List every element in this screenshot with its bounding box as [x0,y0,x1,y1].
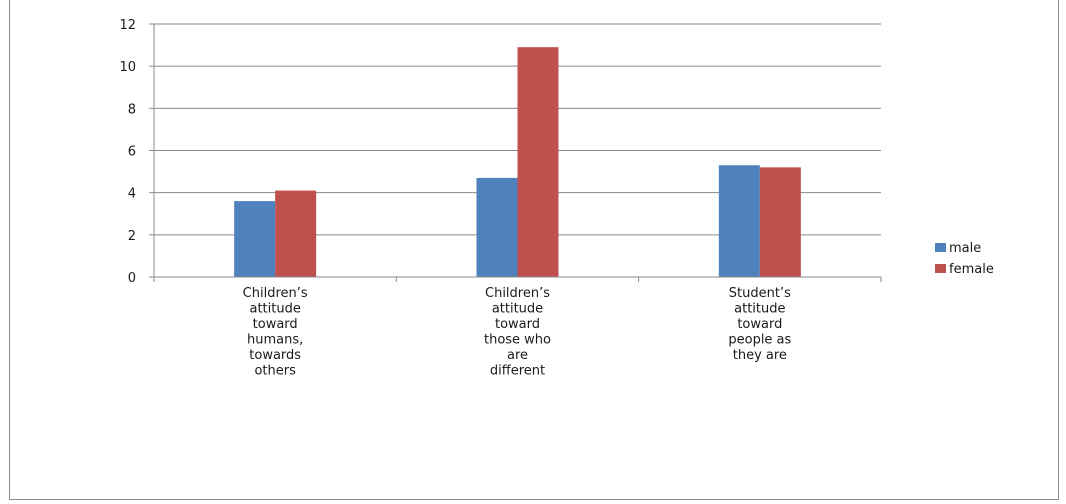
chart-frame: 0 2 4 6 8 10 12 Children’s attitude toward humans,… [9,0,1059,500]
axes: 024681012Children’sattitudetowardhumans,… [119,18,882,379]
x-category-label: humans, [247,333,303,348]
bar-male [718,165,760,277]
y-tick-label: 10 [119,60,136,75]
y-tick-label: 0 [128,271,136,286]
bar-chart: 024681012Children’sattitudetowardhumans,… [119,18,994,379]
x-category-label: towards [249,348,301,363]
y-tick-label: 2 [128,229,136,244]
legend-label-male: male [949,241,981,256]
y-tick-label: 6 [128,145,136,160]
y-tick-label: 8 [128,102,136,117]
x-category-label: attitude [249,302,300,317]
x-category-label: others [254,364,296,379]
bar-female [275,190,317,277]
x-category-label: attitude [734,302,785,317]
bar-female [759,167,801,277]
legend-swatch-female [935,264,946,273]
legend: male female [935,241,994,277]
x-category-label: Children’s [485,286,550,301]
x-category-label: different [490,364,545,379]
bar-female [517,47,559,277]
y-tick-label: 12 [119,18,136,33]
x-category-label: are [507,348,528,363]
x-category-label: toward [253,317,298,332]
x-category-label: people as [728,333,791,348]
bar-male [476,177,518,277]
x-category-label: Student’s [729,286,791,301]
x-category-label: Children’s [243,286,308,301]
bar-male [234,201,276,277]
x-category-label: toward [495,317,540,332]
legend-swatch-male [935,243,946,252]
y-tick-label: 4 [128,187,136,202]
x-category-label: toward [737,317,782,332]
legend-label-female: female [949,262,994,277]
x-category-label: those who [484,333,551,348]
bars [234,47,801,277]
x-category-label: attitude [492,302,543,317]
x-category-label: they are [733,348,787,363]
